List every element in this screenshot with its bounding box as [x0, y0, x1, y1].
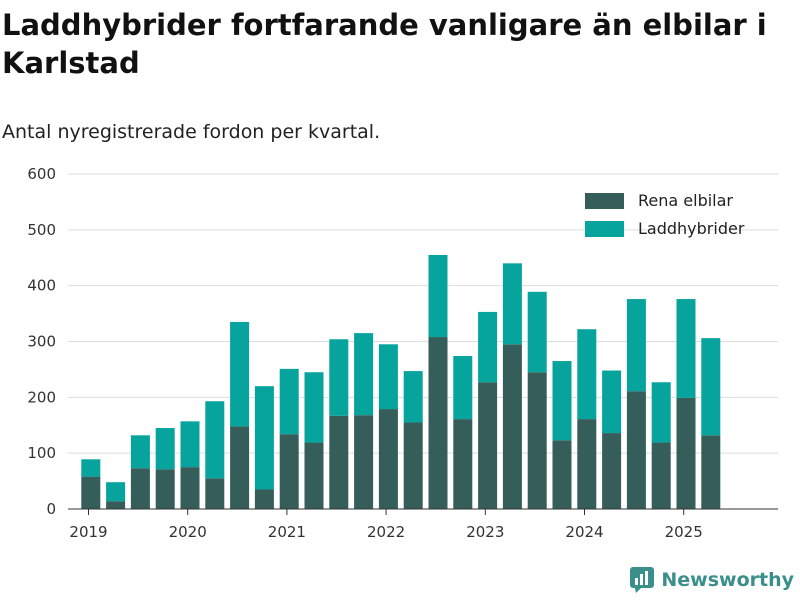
bar-laddhybrider — [577, 329, 597, 420]
bar-rena-elbilar — [552, 440, 572, 509]
x-tick-label: 2021 — [268, 523, 306, 541]
bar-laddhybrider — [478, 311, 498, 383]
legend-label-rena-elbilar: Rena elbilar — [638, 191, 733, 210]
bar-laddhybrider — [378, 344, 398, 410]
bar-rena-elbilar — [527, 372, 547, 509]
bar-laddhybrider — [304, 372, 324, 443]
bar-laddhybrider — [701, 338, 721, 436]
bar-laddhybrider — [180, 421, 200, 468]
y-tick-label: 500 — [27, 221, 56, 239]
bar-laddhybrider — [329, 339, 349, 416]
bar-rena-elbilar — [279, 434, 299, 509]
y-tick-label: 300 — [27, 333, 56, 351]
x-tick-label: 2025 — [665, 523, 703, 541]
bar-rena-elbilar — [428, 337, 448, 509]
bar-laddhybrider — [651, 382, 671, 443]
x-tick-label: 2024 — [565, 523, 603, 541]
bar-laddhybrider — [626, 299, 646, 392]
bar-rena-elbilar — [378, 409, 398, 509]
bar-rena-elbilar — [478, 382, 498, 509]
bar-laddhybrider — [106, 482, 126, 502]
bar-laddhybrider — [676, 299, 696, 398]
bar-rena-elbilar — [130, 468, 150, 509]
bar-laddhybrider — [527, 291, 547, 373]
x-tick-label: 2020 — [169, 523, 207, 541]
bar-laddhybrider — [502, 263, 522, 345]
bar-rena-elbilar — [329, 415, 349, 509]
x-tick-label: 2019 — [69, 523, 107, 541]
bar-rena-elbilar — [304, 442, 324, 509]
newsworthy-logo-icon — [630, 567, 655, 593]
bar-laddhybrider — [205, 401, 225, 479]
bar-rena-elbilar — [626, 391, 646, 509]
bar-rena-elbilar — [205, 478, 225, 509]
brand-name: Newsworthy — [661, 569, 794, 591]
y-tick-label: 100 — [27, 444, 56, 462]
y-tick-label: 200 — [27, 388, 56, 406]
bar-rena-elbilar — [180, 467, 200, 509]
bar-rena-elbilar — [230, 426, 250, 509]
bar-rena-elbilar — [354, 415, 374, 509]
y-tick-label: 400 — [27, 277, 56, 295]
bar-rena-elbilar — [577, 419, 597, 509]
y-tick-label: 0 — [46, 500, 56, 518]
bar-rena-elbilar — [403, 422, 423, 509]
bar-laddhybrider — [403, 371, 423, 423]
y-tick-label: 600 — [27, 165, 56, 183]
legend-label-laddhybrider: Laddhybrider — [638, 219, 745, 238]
bar-rena-elbilar — [602, 433, 622, 509]
legend-swatch-laddhybrider — [585, 221, 624, 237]
chart-subtitle: Antal nyregistrerade fordon per kvartal. — [2, 121, 381, 143]
bar-rena-elbilar — [81, 476, 101, 509]
chart-title: Laddhybrider fortfarande vanligare än el… — [2, 8, 767, 80]
x-tick-label: 2022 — [367, 523, 405, 541]
bar-laddhybrider — [155, 428, 175, 470]
bar-laddhybrider — [230, 321, 250, 427]
bar-rena-elbilar — [106, 501, 126, 509]
bar-laddhybrider — [453, 356, 473, 420]
bar-laddhybrider — [254, 386, 274, 490]
bar-laddhybrider — [552, 361, 572, 441]
bar-laddhybrider — [428, 254, 448, 338]
brand-logo: Newsworthy — [629, 566, 794, 594]
bar-laddhybrider — [354, 333, 374, 416]
bar-rena-elbilar — [676, 397, 696, 509]
bar-laddhybrider — [279, 368, 299, 435]
bar-rena-elbilar — [453, 419, 473, 509]
bar-laddhybrider — [81, 459, 101, 477]
bar-rena-elbilar — [254, 489, 274, 509]
bar-rena-elbilar — [651, 442, 671, 509]
bar-laddhybrider — [602, 370, 622, 434]
legend-swatch-rena-elbilar — [585, 193, 624, 209]
bar-laddhybrider — [130, 435, 150, 469]
bar-rena-elbilar — [155, 469, 175, 509]
bar-rena-elbilar — [701, 435, 721, 509]
x-tick-label: 2023 — [466, 523, 504, 541]
bar-rena-elbilar — [502, 344, 522, 509]
